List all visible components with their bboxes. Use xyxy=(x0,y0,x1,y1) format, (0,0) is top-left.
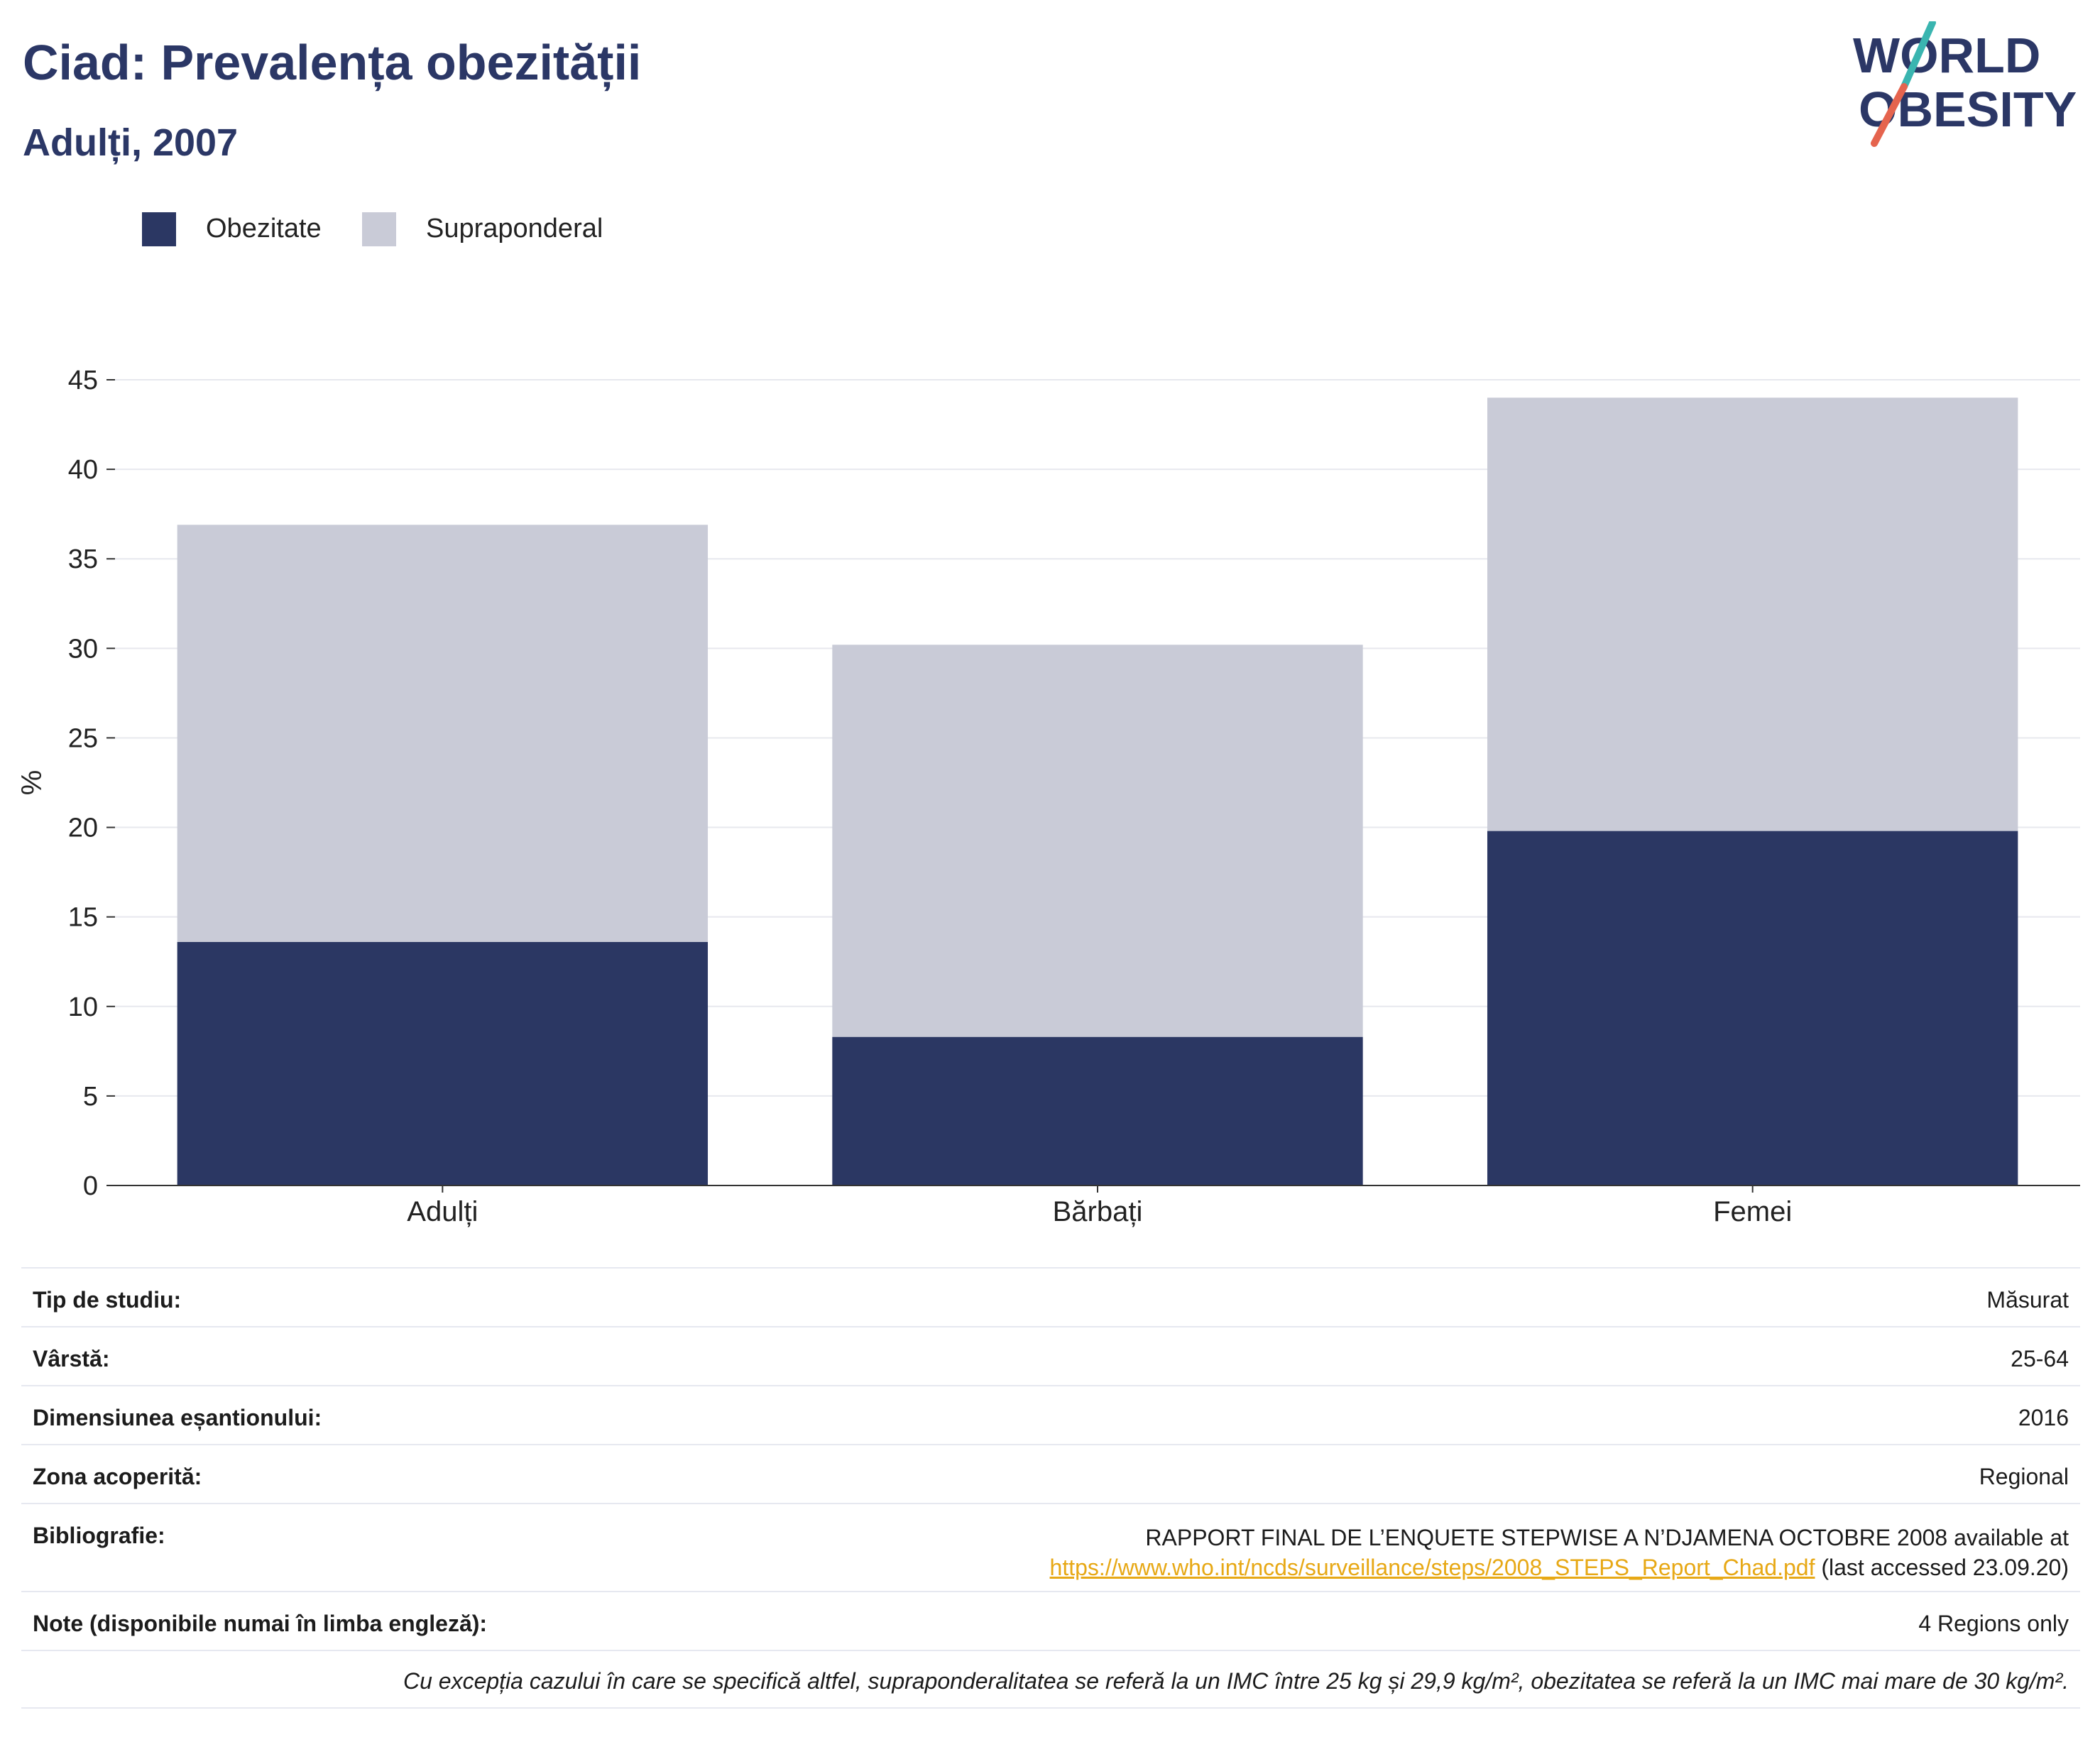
y-axis-ticks: 0 5 10 15 20 25 30 35 40 45 xyxy=(68,366,115,1201)
info-row-study-type: Tip de studiu: Măsurat xyxy=(21,1267,2080,1326)
info-row-age: Vârstă: 25-64 xyxy=(21,1326,2080,1385)
legend-label-supraponderal: Supraponderal xyxy=(426,214,603,243)
legend-swatch-obezitate xyxy=(142,212,176,246)
info-value-bibliography: RAPPORT FINAL DE L’ENQUETE STEPWISE A N’… xyxy=(1050,1523,2069,1582)
x-tick-label: Bărbați xyxy=(1053,1196,1143,1227)
info-label-area: Zona acoperită: xyxy=(33,1464,202,1489)
y-tick-label: 30 xyxy=(68,634,98,664)
bar-chart: 0 5 10 15 20 25 30 35 40 45 Adulți Bărbați Femei % xyxy=(16,366,2080,1227)
bar-supraponderal-0 xyxy=(177,525,709,942)
info-row-bibliography: Bibliografie: RAPPORT FINAL DE L’ENQUETE… xyxy=(21,1503,2080,1591)
info-value-age: 25-64 xyxy=(2011,1346,2069,1371)
legend-swatch-supraponderal xyxy=(362,212,396,246)
footnote-text: Cu excepția cazului în care se specifică… xyxy=(403,1668,2069,1694)
info-row-footnote: Cu excepția cazului în care se specifică… xyxy=(21,1650,2080,1709)
info-label-sample-size: Dimensiunea eșantionului: xyxy=(33,1405,322,1430)
y-axis-label: % xyxy=(16,770,48,796)
y-tick-label: 20 xyxy=(68,814,98,843)
bar-obezitate-1 xyxy=(832,1036,1363,1185)
bibliography-link[interactable]: https://www.who.int/ncds/surveillance/st… xyxy=(1049,1555,1815,1580)
info-label-notes: Note (disponibile numai în limba engleză… xyxy=(33,1611,488,1636)
bar-supraponderal-2 xyxy=(1487,398,2018,831)
page-title: Ciad: Prevalența obezității xyxy=(23,35,642,90)
y-tick-label: 45 xyxy=(68,366,98,395)
logo-line1: WORLD xyxy=(1853,28,2040,83)
info-value-study-type: Măsurat xyxy=(1986,1287,2069,1313)
x-tick-label: Adulți xyxy=(407,1196,478,1227)
y-tick-label: 25 xyxy=(68,723,98,753)
info-value-area: Regional xyxy=(1979,1464,2069,1489)
world-obesity-logo: WORLD OBESITY xyxy=(1853,21,2077,147)
info-row-area: Zona acoperită: Regional xyxy=(21,1444,2080,1503)
info-label-bibliography: Bibliografie: xyxy=(33,1523,165,1548)
logo-slash-bottom xyxy=(1871,83,1908,147)
bar-supraponderal-1 xyxy=(832,645,1363,1037)
info-row-notes: Note (disponibile numai în limba engleză… xyxy=(21,1591,2080,1650)
bibliography-text: RAPPORT FINAL DE L’ENQUETE STEPWISE A N’… xyxy=(1145,1525,2069,1550)
chart-bars xyxy=(177,398,2018,1185)
y-tick-label: 35 xyxy=(68,544,98,574)
info-value-notes: 4 Regions only xyxy=(1918,1611,2069,1636)
y-tick-label: 10 xyxy=(68,992,98,1022)
y-tick-label: 15 xyxy=(68,903,98,933)
info-table: Tip de studiu: Măsurat Vârstă: 25-64 Dim… xyxy=(21,1267,2080,1709)
y-tick-label: 5 xyxy=(83,1082,98,1112)
bibliography-accessed: (last accessed 23.09.20) xyxy=(1815,1555,2069,1580)
x-tick-label: Femei xyxy=(1713,1196,1792,1227)
x-axis-ticks: Adulți Bărbați Femei xyxy=(407,1185,1792,1227)
bibliography-source: https://www.who.int/ncds/surveillance/st… xyxy=(1050,1552,2069,1582)
bar-obezitate-0 xyxy=(177,941,709,1185)
bar-obezitate-2 xyxy=(1487,831,2018,1185)
info-row-sample-size: Dimensiunea eșantionului: 2016 xyxy=(21,1385,2080,1444)
page-subtitle: Adulți, 2007 xyxy=(23,121,239,164)
y-tick-label: 40 xyxy=(68,455,98,485)
info-label-age: Vârstă: xyxy=(33,1346,110,1371)
y-tick-label: 0 xyxy=(83,1171,98,1201)
legend-label-obezitate: Obezitate xyxy=(206,214,322,243)
info-value-sample-size: 2016 xyxy=(2018,1405,2069,1430)
info-label-study-type: Tip de studiu: xyxy=(33,1287,182,1313)
logo-slash-top xyxy=(1901,21,1936,90)
